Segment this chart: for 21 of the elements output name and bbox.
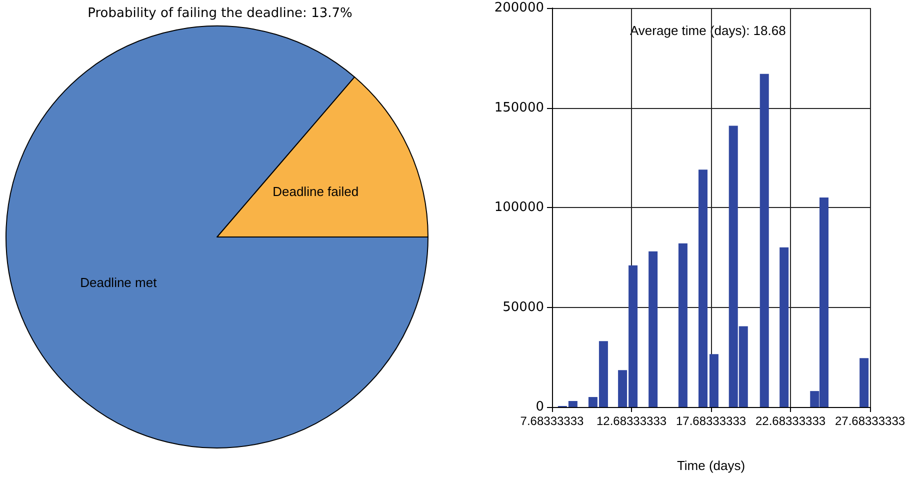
y-tick-label: 50000 (502, 300, 544, 315)
x-axis-title: Time (days) (676, 458, 746, 473)
bar (760, 74, 769, 407)
bar (780, 247, 789, 407)
bar (860, 358, 869, 407)
bar (698, 170, 708, 407)
y-tick-label: 0 (536, 400, 544, 414)
x-tick-label: 17.68333333 (676, 414, 746, 428)
y-tick-label: 150000 (494, 100, 544, 116)
y-tick-label: 100000 (494, 200, 544, 215)
slice-label: Deadline met (80, 274, 158, 290)
x-tick-label: 22.68333333 (755, 414, 826, 428)
bar (678, 243, 688, 407)
x-tick-label: 7.68333333 (520, 414, 584, 428)
chart-title: Probability of failing the deadline: 13.7% (88, 6, 352, 21)
bar (648, 251, 658, 407)
bar (709, 354, 718, 407)
x-tick-label: 12.68333333 (596, 414, 667, 428)
slice-label: Deadline failed (272, 184, 359, 200)
x-tick-label: 27.68333333 (834, 414, 906, 428)
y-tick-label: 200000 (494, 0, 544, 16)
